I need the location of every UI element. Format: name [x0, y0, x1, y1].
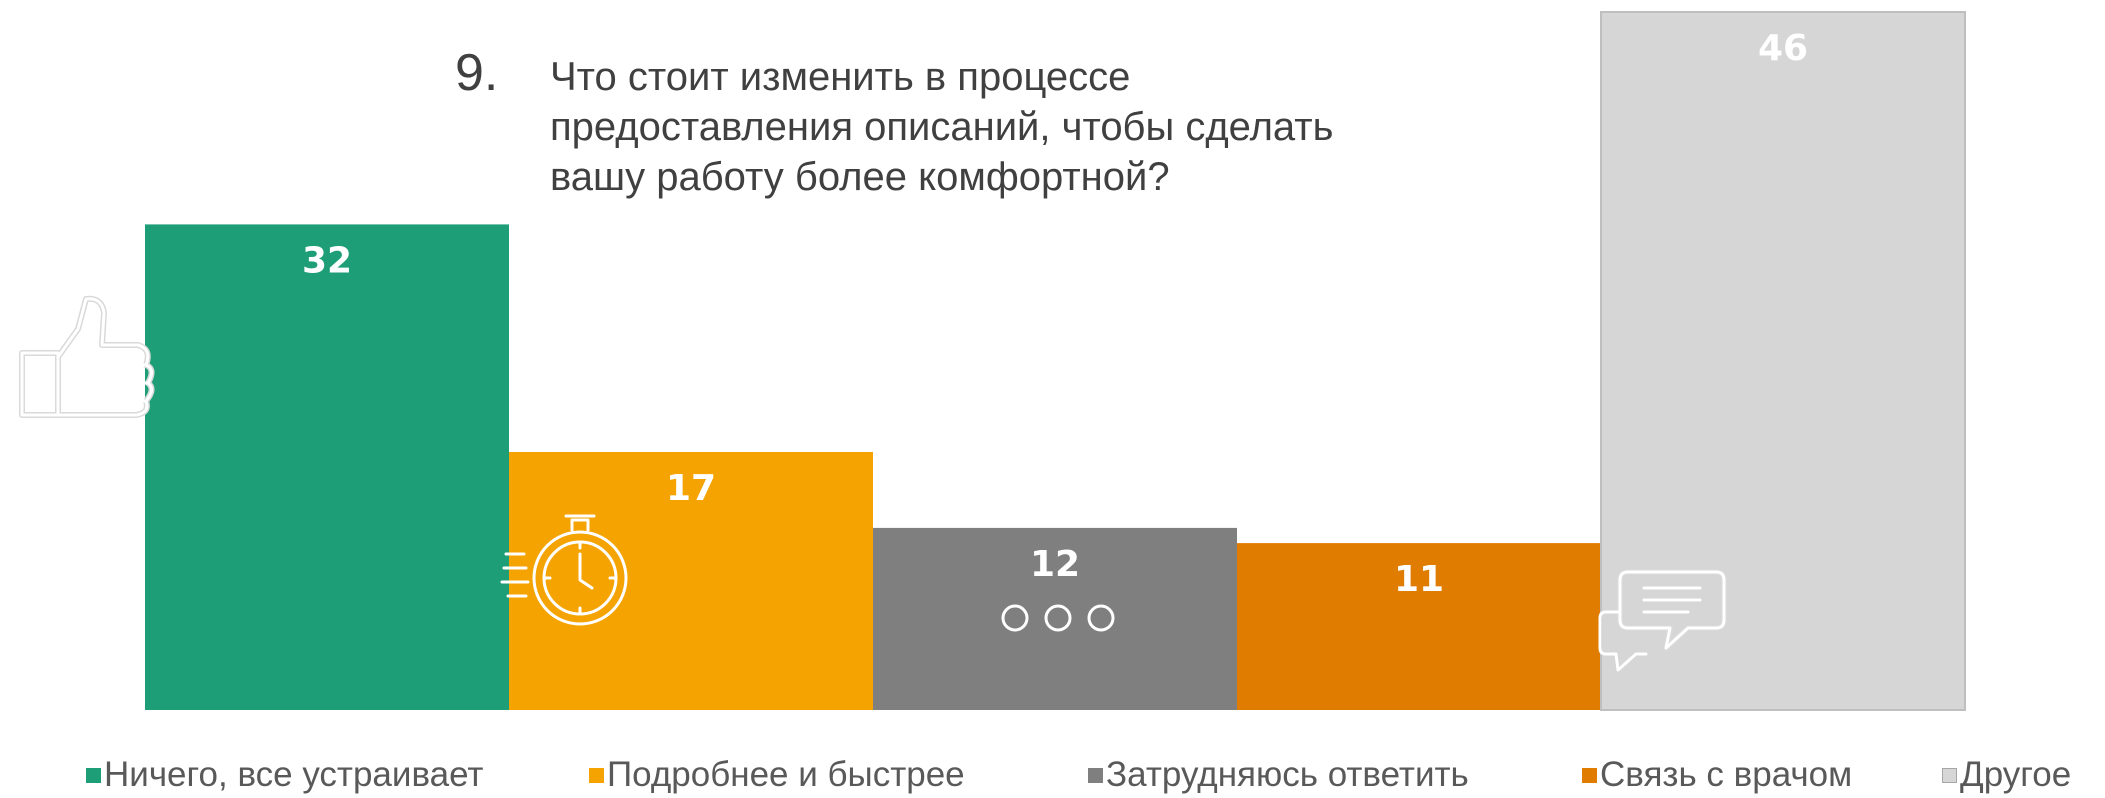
bar-4 — [1237, 543, 1601, 710]
legend-swatch — [1942, 767, 1957, 783]
bar-value-label: 12 — [1030, 544, 1080, 585]
chart-legend: Ничего, все устраивает Подробнее и быстре… — [86, 752, 2096, 798]
legend-label: Затрудняюсь ответить — [1106, 755, 1469, 794]
legend-label: Подробнее и быстрее — [607, 755, 965, 794]
bar-value-label: 17 — [666, 468, 716, 509]
stopwatch-icon — [500, 514, 628, 626]
legend-item: Подробнее и быстрее — [589, 752, 965, 798]
legend-label: Ничего, все устраивает — [104, 755, 484, 794]
legend-swatch — [1582, 767, 1597, 783]
legend-label: Связь с врачом — [1600, 755, 1853, 794]
legend-item: Ничего, все устраивает — [86, 752, 483, 798]
bar-value-label: 11 — [1394, 559, 1444, 600]
ellipsis-icon — [1001, 604, 1115, 632]
legend-item: Связь с врачом — [1582, 752, 1852, 798]
legend-swatch — [86, 767, 101, 783]
bar-labels-group: 32 17 12 11 46 — [302, 28, 1808, 600]
legend-item: Затрудняюсь ответить — [1088, 752, 1469, 798]
legend-swatch — [1088, 767, 1103, 783]
bar-value-label: 46 — [1758, 28, 1808, 69]
legend-label: Другое — [1960, 755, 2072, 794]
bar-3 — [873, 527, 1237, 710]
bar-value-label: 32 — [302, 240, 352, 281]
bar-2 — [509, 452, 873, 710]
bar-1 — [145, 224, 509, 710]
bars-group — [145, 11, 1966, 711]
bar-5 — [1600, 11, 1966, 711]
legend-swatch — [589, 767, 604, 783]
legend-item: Другое — [1942, 752, 2071, 798]
chat-bubbles-icon — [1598, 569, 1727, 672]
thumbs-up-icon — [19, 295, 155, 418]
